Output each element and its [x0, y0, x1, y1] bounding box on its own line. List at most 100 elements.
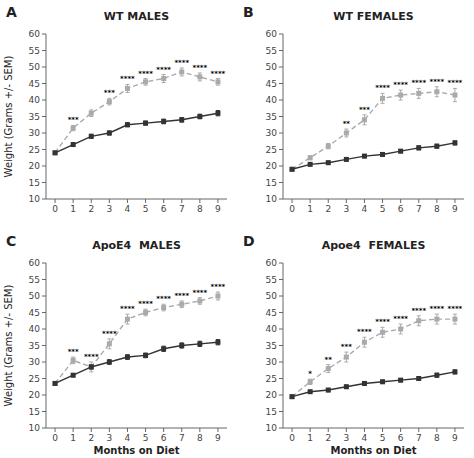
data-point	[107, 99, 112, 104]
y-tick	[42, 116, 46, 117]
data-point	[179, 302, 184, 307]
y-tick	[42, 329, 46, 330]
x-tick	[91, 199, 92, 203]
significance-label: ****	[375, 84, 390, 92]
x-tick-label: 4	[125, 204, 131, 214]
x-tick	[217, 199, 218, 203]
data-point	[290, 167, 295, 172]
y-tick-label: 50	[29, 62, 41, 72]
error-bar	[107, 98, 111, 105]
significance-label: ****	[84, 353, 99, 361]
significance-label: ***	[359, 106, 370, 114]
error-bar	[399, 90, 403, 100]
significance-label: ****	[156, 66, 171, 74]
series-line	[292, 92, 455, 170]
y-tick-label: 60	[29, 258, 41, 268]
x-tick-label: 6	[398, 433, 404, 443]
x-tick-label: 5	[143, 433, 149, 443]
error-bar	[453, 88, 457, 101]
significance-label: *	[308, 370, 312, 378]
data-point	[161, 119, 166, 124]
data-point	[53, 381, 58, 386]
data-point	[290, 394, 295, 399]
y-tick-label: 35	[29, 341, 40, 351]
error-bar	[381, 380, 385, 383]
x-tick	[310, 428, 311, 432]
significance-label: ****	[174, 292, 189, 300]
error-bar	[162, 346, 166, 351]
panel: AWT MALES1015202530354045505560012345678…	[3, 4, 227, 214]
x-tick-label: 1	[307, 433, 313, 443]
title: ApoE4 MALES	[92, 239, 181, 252]
plot-area	[53, 292, 221, 386]
y-tick	[42, 279, 46, 280]
x-tick	[418, 199, 419, 203]
x-tick	[328, 428, 329, 432]
error-bar	[198, 298, 202, 305]
data-point	[71, 373, 76, 378]
error-bar	[162, 119, 166, 124]
x-tick-label: 6	[161, 433, 167, 443]
x-tick-label: 6	[398, 204, 404, 214]
y-tick-label: 30	[266, 128, 278, 138]
y-tick-label: 20	[266, 161, 278, 171]
error-bar	[435, 373, 439, 377]
significance-label: ****	[211, 283, 226, 291]
error-bar	[89, 134, 93, 138]
data-point	[380, 330, 385, 335]
data-point	[344, 384, 349, 389]
x-tick	[127, 428, 128, 432]
series-line	[292, 372, 455, 397]
y-tick	[42, 149, 46, 150]
x-tick-label: 0	[52, 433, 58, 443]
y-tick	[42, 67, 46, 68]
error-bar	[125, 355, 129, 360]
error-bar	[435, 87, 439, 97]
y-tick	[279, 149, 283, 150]
x-tick	[55, 199, 56, 203]
x-tick	[109, 199, 110, 203]
error-bar	[71, 357, 75, 364]
y-tick	[42, 50, 46, 51]
data-point	[452, 369, 457, 374]
error-bar	[180, 68, 184, 76]
data-point	[398, 327, 403, 332]
error-bar	[417, 316, 421, 326]
y-tick	[279, 279, 283, 280]
y-tick-label: 20	[266, 390, 278, 400]
x-tick-label: 0	[289, 204, 295, 214]
y-tick	[279, 378, 283, 379]
error-bar	[453, 370, 457, 374]
y-tick	[42, 411, 46, 412]
data-point	[215, 294, 220, 299]
data-point	[215, 79, 220, 84]
data-point	[344, 355, 349, 360]
x-tick-label: 3	[343, 204, 349, 214]
title: WT FEMALES	[333, 10, 413, 23]
data-point	[434, 373, 439, 378]
error-bar	[125, 123, 129, 127]
x-tick-label: 5	[380, 433, 386, 443]
data-point	[107, 131, 112, 136]
y-tick	[42, 182, 46, 183]
error-bar	[308, 379, 312, 384]
series-line	[292, 143, 455, 169]
significance-label: ****	[393, 81, 408, 89]
y-tick	[279, 83, 283, 84]
x-tick-label: 8	[434, 204, 440, 214]
y-tick	[279, 100, 283, 101]
error-bar	[344, 352, 348, 362]
y-tick	[279, 34, 283, 35]
error-bar	[216, 292, 220, 300]
y-tick-label: 40	[266, 324, 278, 334]
data-point	[344, 157, 349, 162]
panel-label: B	[243, 4, 254, 20]
x-tick-label: 2	[88, 433, 94, 443]
x-tick-label: 4	[125, 433, 131, 443]
x-tick-label: 0	[289, 433, 295, 443]
panel-label: A	[6, 4, 17, 20]
data-point	[89, 134, 94, 139]
significance-label: ****	[211, 70, 226, 78]
x-tick	[91, 428, 92, 432]
y-tick	[42, 362, 46, 363]
